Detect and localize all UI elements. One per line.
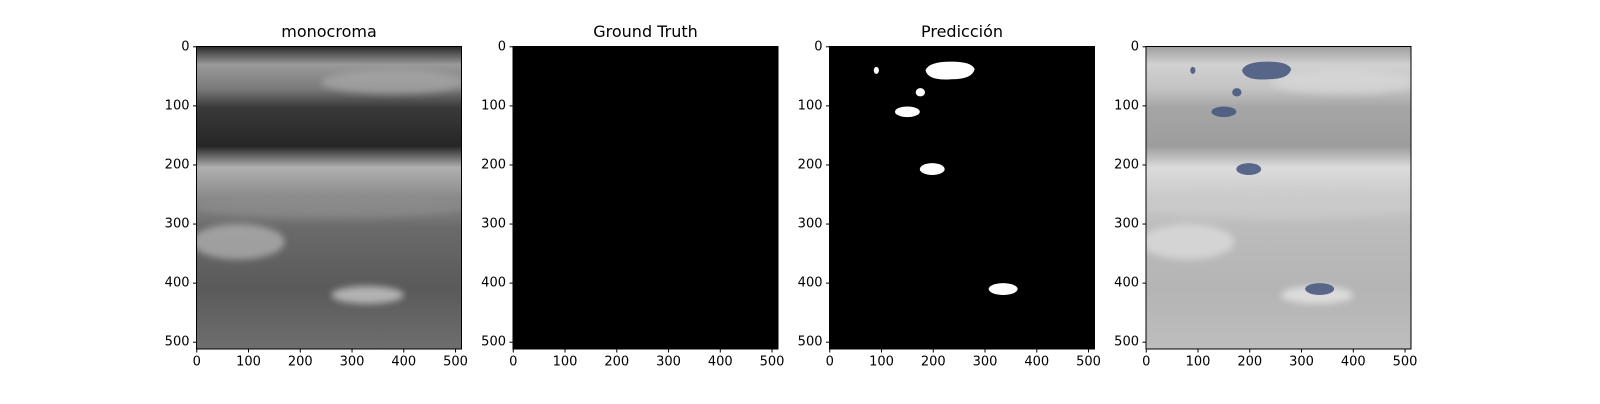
- y-tick-label: 200: [165, 157, 190, 172]
- y-tick-label: 400: [165, 276, 190, 291]
- panel-title: monocroma: [281, 22, 377, 41]
- x-tick-label: 500: [760, 355, 785, 370]
- x-tick-label: 500: [1393, 355, 1418, 370]
- image-panel: [1146, 46, 1411, 349]
- axes-frame: [196, 46, 462, 350]
- x-tick-label: 100: [236, 355, 261, 370]
- y-tick-label: 0: [1131, 39, 1139, 54]
- axes-frame: [1145, 46, 1412, 350]
- y-tick-label: 500: [1114, 335, 1139, 350]
- image-panel: [829, 46, 1095, 349]
- x-tick-label: 300: [973, 355, 998, 370]
- y-tick-label: 200: [481, 157, 506, 172]
- x-tick-label: 400: [391, 355, 416, 370]
- x-tick-label: 0: [509, 355, 517, 370]
- x-tick-label: 400: [708, 355, 733, 370]
- x-tick-label: 500: [443, 355, 468, 370]
- panel-title: Ground Truth: [593, 22, 698, 41]
- x-tick-label: 100: [869, 355, 894, 370]
- x-tick-label: 500: [1076, 355, 1101, 370]
- axes-frame: [512, 46, 779, 350]
- x-tick-label: 100: [553, 355, 578, 370]
- image-panel: [192, 47, 466, 350]
- y-tick-label: 300: [1114, 217, 1139, 232]
- x-tick-label: 300: [1289, 355, 1314, 370]
- y-tick-label: 500: [798, 335, 823, 350]
- y-tick-label: 0: [181, 39, 189, 54]
- y-tick-label: 400: [798, 276, 823, 291]
- y-tick-label: 500: [481, 335, 506, 350]
- x-tick-label: 0: [193, 355, 201, 370]
- y-tick-label: 100: [798, 98, 823, 113]
- panel-title: Predicción: [921, 22, 1003, 41]
- x-tick-label: 100: [1186, 355, 1211, 370]
- image-panel: [513, 46, 778, 349]
- y-tick-label: 0: [498, 39, 506, 54]
- y-tick-label: 100: [1114, 98, 1139, 113]
- x-tick-label: 400: [1024, 355, 1049, 370]
- x-tick-label: 200: [921, 355, 946, 370]
- x-tick-label: 400: [1341, 355, 1366, 370]
- x-tick-label: 300: [340, 355, 365, 370]
- x-tick-label: 200: [1237, 355, 1262, 370]
- y-tick-label: 400: [481, 276, 506, 291]
- x-tick-label: 300: [656, 355, 681, 370]
- y-tick-label: 100: [165, 98, 190, 113]
- axes-frame: [829, 46, 1095, 350]
- y-tick-label: 400: [1114, 276, 1139, 291]
- x-tick-label: 200: [288, 355, 313, 370]
- x-tick-label: 200: [604, 355, 629, 370]
- y-tick-label: 200: [1114, 157, 1139, 172]
- y-tick-label: 500: [165, 335, 190, 350]
- y-tick-label: 300: [481, 217, 506, 232]
- x-tick-label: 0: [1142, 355, 1150, 370]
- y-tick-label: 100: [481, 98, 506, 113]
- y-tick-label: 300: [798, 217, 823, 232]
- x-tick-label: 0: [826, 355, 834, 370]
- y-tick-label: 0: [814, 39, 822, 54]
- y-tick-label: 300: [165, 217, 190, 232]
- y-tick-label: 200: [798, 157, 823, 172]
